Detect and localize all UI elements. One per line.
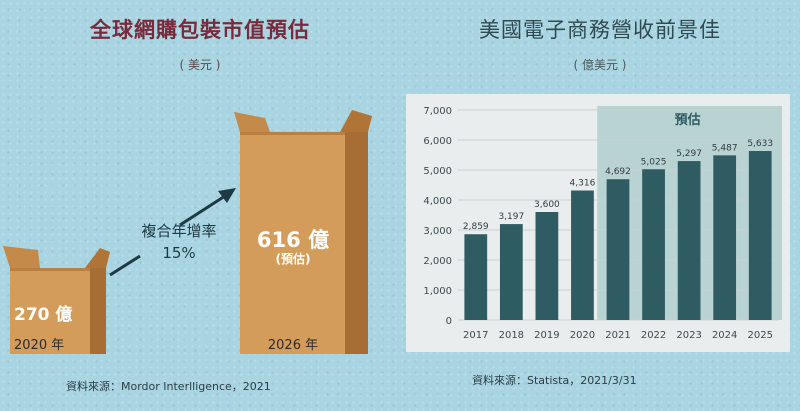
- left-unit: ( 美元 ): [179, 58, 221, 72]
- left-title: 全球網購包裝市值預估: [90, 18, 310, 42]
- bar: [606, 179, 630, 320]
- value-label: 5,025: [641, 157, 667, 167]
- bar: [499, 224, 523, 320]
- box-illustration: [3, 110, 372, 354]
- cagr-label: 複合年增率: [141, 222, 217, 240]
- bar: [464, 234, 488, 320]
- bar: [535, 212, 559, 320]
- box-2020-value: 270 億: [14, 305, 73, 325]
- bar: [748, 151, 772, 320]
- value-label: 3,600: [534, 200, 560, 210]
- forecast-label: 預估: [675, 112, 701, 128]
- x-tick-label: 2020: [570, 330, 595, 341]
- right-unit: ( 億美元 ): [573, 58, 627, 72]
- y-tick-label: 5,000: [423, 166, 452, 177]
- y-tick-label: 1,000: [423, 286, 452, 297]
- y-tick-label: 0: [446, 316, 452, 327]
- y-tick-label: 3,000: [423, 226, 452, 237]
- box-2026-year: 2026 年: [267, 338, 319, 353]
- y-tick-label: 6,000: [423, 136, 452, 147]
- left-source: 資料來源：Mordor Interlligence，2021: [66, 380, 271, 393]
- y-axis: 0 1,000 2,000 3,000 4,000 5,000 6,000 7,000: [423, 106, 452, 327]
- x-tick-label: 2022: [641, 330, 666, 341]
- x-tick-label: 2019: [534, 330, 559, 341]
- bar: [713, 155, 737, 320]
- box-2026-note: (預估): [275, 252, 311, 266]
- value-label: 3,197: [498, 212, 524, 222]
- value-label: 5,633: [747, 139, 773, 149]
- x-tick-label: 2025: [747, 330, 772, 341]
- value-label: 5,487: [712, 143, 738, 153]
- y-tick-label: 7,000: [423, 106, 452, 117]
- right-source: 資料來源：Statista，2021/3/31: [472, 374, 637, 387]
- box-2026: [234, 110, 372, 354]
- cagr-arrow: [109, 188, 236, 277]
- y-tick-label: 4,000: [423, 196, 452, 207]
- bars: 2,859 3,197 3,600 4,316 4,692 5,025 5,297 5,487…: [463, 139, 773, 320]
- bar: [571, 190, 594, 320]
- x-axis: 2017 2018 2019 2020 2021 2022 2023 2024 2025: [463, 330, 773, 341]
- x-tick-label: 2021: [605, 330, 630, 341]
- right-title: 美國電子商務營收前景佳: [479, 18, 721, 42]
- us-ecommerce-chart: 0 1,000 2,000 3,000 4,000 5,000 6,000 7,000 2,8…: [406, 94, 790, 352]
- y-tick-label: 2,000: [423, 256, 452, 267]
- box-2026-value: 616 億: [256, 228, 330, 252]
- box-2020: [3, 246, 110, 354]
- value-label: 4,692: [605, 167, 631, 177]
- cagr-value: 15%: [162, 244, 196, 262]
- value-label: 2,859: [463, 222, 489, 232]
- bar: [642, 169, 665, 320]
- box-2020-year: 2020 年: [14, 338, 65, 353]
- x-tick-label: 2017: [463, 330, 488, 341]
- cagr-block: 複合年增率 15%: [124, 220, 234, 264]
- x-tick-label: 2018: [499, 330, 524, 341]
- value-label: 5,297: [676, 149, 702, 159]
- bar: [677, 161, 701, 320]
- value-label: 4,316: [570, 179, 596, 189]
- x-tick-label: 2024: [712, 330, 737, 341]
- x-tick-label: 2023: [676, 330, 701, 341]
